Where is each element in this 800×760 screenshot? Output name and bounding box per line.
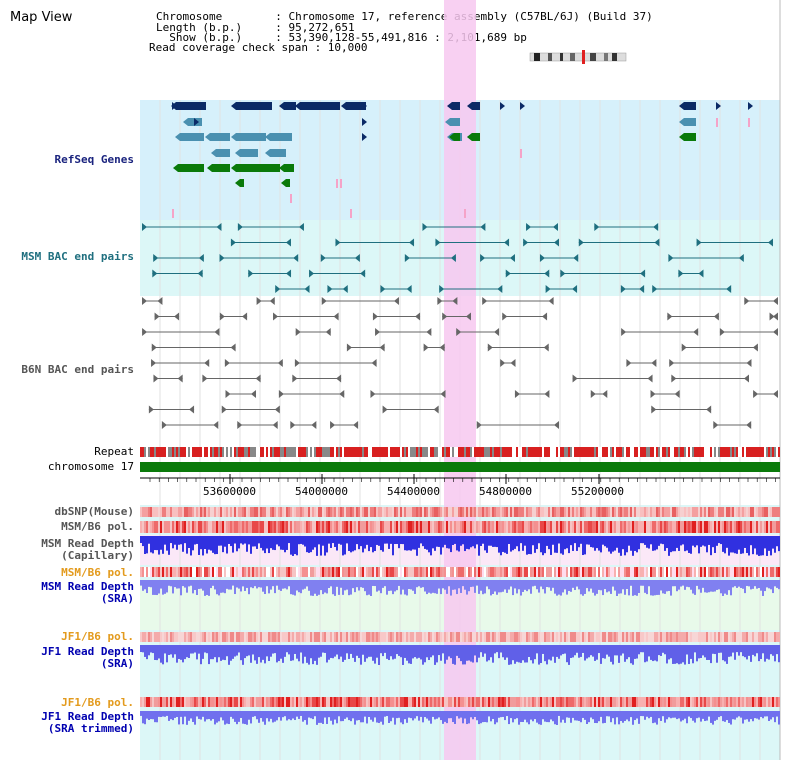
msm-b6-pol-track-2[interactable]	[140, 567, 780, 577]
dbsnp-label: dbSNP(Mouse)	[54, 505, 134, 518]
repeat-label: Repeat	[94, 445, 134, 458]
gene-feature[interactable]	[178, 164, 204, 172]
gene-feature[interactable]	[270, 133, 292, 141]
gene-marker[interactable]	[520, 102, 525, 110]
pink-marker[interactable]	[172, 209, 174, 218]
pink-marker[interactable]	[340, 179, 342, 188]
gene-feature[interactable]	[236, 164, 280, 172]
gene-marker[interactable]	[362, 118, 367, 126]
jf1-b6-pol-label-1: JF1/B6 pol.	[61, 630, 134, 643]
msm-sra-depth-label: MSM Read Depth	[41, 580, 134, 593]
gene-marker[interactable]	[194, 118, 199, 126]
pink-marker[interactable]	[290, 194, 292, 203]
gene-feature[interactable]	[346, 102, 366, 110]
chromosome-info: Chromosome : Chromosome 17, reference as…	[156, 10, 653, 23]
gene-feature[interactable]	[210, 133, 230, 141]
pink-marker[interactable]	[464, 209, 466, 218]
gene-feature[interactable]	[300, 102, 340, 110]
axis-tick-label: 54800000	[479, 485, 532, 498]
axis-tick-label: 54000000	[295, 485, 348, 498]
show-range-info: Show (b.p.) : 53,390,128-55,491,816 : 2,…	[156, 31, 527, 44]
gene-feature[interactable]	[284, 102, 296, 110]
jf1-sra-depth-sublabel: (SRA)	[100, 657, 134, 670]
pink-marker[interactable]	[748, 118, 750, 127]
position-axis: 53600000 54000000 54400000 54800000 55200000	[140, 474, 780, 498]
gene-marker[interactable]	[748, 102, 753, 110]
refseq-genes-track[interactable]	[171, 102, 753, 218]
pink-marker[interactable]	[716, 118, 718, 127]
msm-cap-depth-sublabel: (Capillary)	[61, 549, 134, 562]
gene-feature[interactable]	[212, 164, 230, 172]
gene-marker[interactable]	[716, 102, 721, 110]
gene-feature[interactable]	[236, 133, 266, 141]
pink-marker[interactable]	[350, 209, 352, 218]
msm-bac-track[interactable]	[142, 223, 774, 293]
b6n-bac-track[interactable]	[142, 297, 778, 429]
gene-feature[interactable]	[236, 102, 272, 110]
repeat-track[interactable]	[140, 447, 780, 457]
gene-marker[interactable]	[172, 102, 177, 110]
jf1-trimmed-depth-label: JF1 Read Depth	[41, 710, 134, 723]
gene-feature[interactable]	[472, 102, 480, 110]
msm-sra-depth-sublabel: (SRA)	[100, 592, 134, 605]
gene-feature[interactable]	[452, 102, 460, 110]
gene-feature[interactable]	[684, 102, 696, 110]
msm-cap-depth-label: MSM Read Depth	[41, 537, 134, 550]
chromosome-label: chromosome 17	[47, 460, 134, 473]
page-title: Map View	[10, 10, 73, 25]
msm-b6-pol-track-1[interactable]	[140, 521, 780, 533]
msm-bac-label: MSM BAC end pairs	[21, 250, 134, 263]
msm-cap-depth-track[interactable]	[140, 536, 780, 556]
gene-feature[interactable]	[216, 149, 230, 157]
gene-feature[interactable]	[176, 102, 206, 110]
gene-feature[interactable]	[240, 149, 258, 157]
gene-feature[interactable]	[240, 179, 244, 187]
b6n-bac-label: B6N BAC end pairs	[21, 363, 134, 376]
gene-feature[interactable]	[180, 133, 204, 141]
axis-tick-label: 54400000	[387, 485, 440, 498]
length-info: Length (b.p.) : 95,272,651	[156, 21, 355, 34]
jf1-b6-pol-label-2: JF1/B6 pol.	[61, 696, 134, 709]
gene-feature[interactable]	[472, 133, 480, 141]
gene-feature[interactable]	[454, 133, 460, 141]
chromosome-ideogram[interactable]	[529, 50, 627, 64]
gene-marker[interactable]	[500, 102, 505, 110]
jf1-b6-pol-track-1[interactable]	[140, 632, 780, 642]
jf1-sra-depth-track[interactable]	[140, 645, 780, 665]
jf1-trimmed-depth-sublabel: (SRA trimmed)	[47, 722, 134, 735]
jf1-sra-depth-label: JF1 Read Depth	[41, 645, 134, 658]
msm-b6-pol-label-2: MSM/B6 pol.	[61, 566, 134, 579]
dbsnp-track[interactable]	[140, 507, 780, 517]
coverage-span-info: Read coverage check span : 10,000	[149, 41, 368, 54]
gene-feature[interactable]	[450, 118, 460, 126]
axis-tick-label: 55200000	[571, 485, 624, 498]
gene-feature[interactable]	[684, 133, 696, 141]
pink-marker[interactable]	[336, 179, 338, 188]
axis-tick-label: 53600000	[203, 485, 256, 498]
jf1-b6-pol-track-2[interactable]	[140, 697, 780, 707]
gene-feature[interactable]	[284, 164, 294, 172]
chromosome-bar[interactable]	[140, 462, 780, 472]
msm-sra-depth-track[interactable]	[140, 580, 780, 596]
gene-feature[interactable]	[684, 118, 696, 126]
ideogram-position-marker	[582, 50, 585, 64]
msm-b6-pol-label-1: MSM/B6 pol.	[61, 520, 134, 533]
gene-feature[interactable]	[286, 179, 290, 187]
gene-marker[interactable]	[362, 102, 367, 110]
pink-marker[interactable]	[520, 149, 522, 158]
jf1-trimmed-depth-track[interactable]	[140, 711, 780, 725]
refseq-genes-label: RefSeq Genes	[54, 153, 134, 166]
gene-marker[interactable]	[362, 133, 367, 141]
gene-feature[interactable]	[270, 149, 286, 157]
